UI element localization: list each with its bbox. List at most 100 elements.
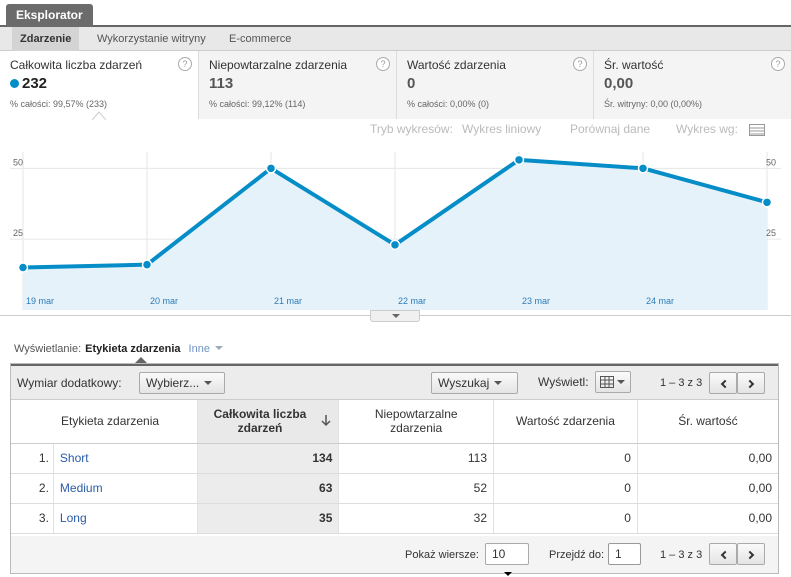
display-value[interactable]: Etykieta zdarzenia [85,343,181,355]
row-label-link[interactable]: Long [59,511,87,525]
caret-down-icon [204,381,213,385]
metric-title: Śr. wartość [604,58,664,72]
chart-collapse-button[interactable] [370,310,420,322]
row-unique: 52 [338,473,494,504]
data-point [265,163,277,174]
metric-value: 113 [209,75,234,92]
help-icon[interactable]: ? [573,57,587,71]
y-tick-label-left: 25 [13,228,23,238]
series-area [23,159,767,310]
goto-page-input[interactable]: 1 [608,543,641,565]
metric-event-value[interactable]: Wartość zdarzenia 0 % całości: 0,00% (0)… [397,51,594,119]
search-button[interactable]: Wyszukaj [431,372,518,394]
column-header-value[interactable]: Wartość zdarzenia [493,400,638,444]
row-total: 63 [196,473,339,504]
metric-cards: Całkowita liczba zdarzeń 232 % całości: … [0,51,791,119]
row-label-link[interactable]: Short [59,451,89,465]
help-icon[interactable]: ? [771,57,785,71]
pagination-text: 1 – 3 z 3 [660,549,703,561]
goto-page-label: Przejdź do: [549,549,605,561]
table-toolbar: Wymiar dodatkowy: Wybierz... Wyszukaj Wy… [11,364,778,400]
row-total: 35 [196,503,339,534]
chevron-right-icon [745,379,754,389]
series-dot-icon [10,79,19,88]
metric-avg-value[interactable]: Śr. wartość 0,00 Śr. witryny: 0,00 (0,00… [594,51,791,119]
y-tick-label-right: 50 [766,157,776,167]
row-avg: 0,00 [636,473,778,504]
grid-view-icon [600,376,614,388]
metric-sub: % całości: 99,57% (233) [10,99,108,109]
help-icon[interactable]: ? [178,57,192,71]
x-tick-label: 20 mar [150,296,178,306]
table-row: 3. Long 35 32 0 0,00 [11,503,778,534]
x-tick-label: 24 mar [646,296,674,306]
prev-page-button[interactable] [709,372,737,394]
help-icon[interactable]: ? [376,57,390,71]
metric-title: Wartość zdarzenia [407,58,506,72]
metric-value: 232 [10,75,188,92]
prev-page-button[interactable] [709,543,737,565]
display-other-link[interactable]: Inne [189,343,223,355]
table-footer: Pokaż wiersze: 10 Przejdź do: 1 1 – 3 z … [11,536,778,576]
graph-by-label: Wykres wg: [676,122,738,136]
table-row: 1. Short 134 113 0 0,00 [11,443,778,474]
row-value: 0 [493,503,638,534]
metric-sub: % całości: 0,00% (0) [407,99,490,109]
subtab-zdarzenie[interactable]: Zdarzenie [12,27,80,51]
chevron-right-icon [745,550,754,560]
caret-down-icon [214,346,223,350]
data-point [141,259,153,270]
rows-per-page-select[interactable]: 10 [485,543,529,576]
metric-sub: % całości: 99,12% (114) [209,99,306,109]
explorer-tab[interactable]: Eksplorator [6,4,93,27]
next-page-button[interactable] [737,543,765,565]
y-tick-label-left: 50 [13,157,23,167]
subtab-wykorzystanie-witryny[interactable]: Wykorzystanie witryny [97,33,206,45]
metric-total-events[interactable]: Całkowita liczba zdarzeń 232 % całości: … [0,51,199,119]
graph-by-table-icon[interactable] [749,124,765,136]
metric-title: Całkowita liczba zdarzeń [10,58,143,72]
caret-down-icon [504,572,512,576]
display-pointer-icon [134,357,148,364]
view-label: Wyświetl: [538,375,589,389]
pagination-text: 1 – 3 z 3 [660,377,703,389]
next-page-button[interactable] [737,372,765,394]
row-unique: 113 [338,443,494,474]
x-tick-label: 23 mar [522,296,550,306]
row-label: Medium [52,473,198,504]
column-header-total[interactable]: Całkowita liczba zdarzeń [196,400,339,444]
column-header-avg[interactable]: Śr. wartość [636,400,778,444]
subtabs: Zdarzenie Wykorzystanie witryny E-commer… [0,27,791,51]
table-row: 2. Medium 63 52 0 0,00 [11,473,778,504]
table-header-row: Etykieta zdarzenia Całkowita liczba zdar… [11,400,778,444]
caret-down-icon [617,380,625,384]
chevron-left-icon [720,550,729,560]
metric-value: 0 [407,75,416,92]
chevron-left-icon [720,379,729,389]
row-index: 1. [11,443,54,474]
rows-per-page-label: Pokaż wiersze: [405,549,479,561]
compare-data-link[interactable]: Porównaj dane [570,122,651,136]
events-table: Etykieta zdarzenia Całkowita liczba zdar… [11,400,778,534]
chart-mode-select[interactable]: Wykres liniowy [462,122,542,136]
row-total: 134 [196,443,339,474]
secondary-dimension-select[interactable]: Wybierz... [139,372,225,394]
subtab-e-commerce[interactable]: E-commerce [229,33,292,45]
row-avg: 0,00 [636,443,778,474]
card-pointer-icon [92,111,106,120]
chart-toolbar: Tryb wykresów: Wykres liniowy Porównaj d… [0,122,791,140]
view-select[interactable] [595,371,631,393]
x-tick-label: 19 mar [26,296,54,306]
metric-unique-events[interactable]: Niepowtarzalne zdarzenia 113 % całości: … [199,51,397,119]
x-tick-label: 21 mar [274,296,302,306]
data-table-panel: Wymiar dodatkowy: Wybierz... Wyszukaj Wy… [10,363,779,576]
data-point [17,262,29,273]
data-point [389,239,401,251]
data-point [513,154,525,166]
metric-title: Niepowtarzalne zdarzenia [209,58,348,72]
column-header-unique[interactable]: Niepowtarzalne zdarzenia [338,400,494,444]
column-header-label[interactable]: Etykieta zdarzenia [11,400,198,444]
chevron-down-icon [392,314,400,318]
row-label-link[interactable]: Medium [59,481,103,495]
row-unique: 32 [338,503,494,534]
